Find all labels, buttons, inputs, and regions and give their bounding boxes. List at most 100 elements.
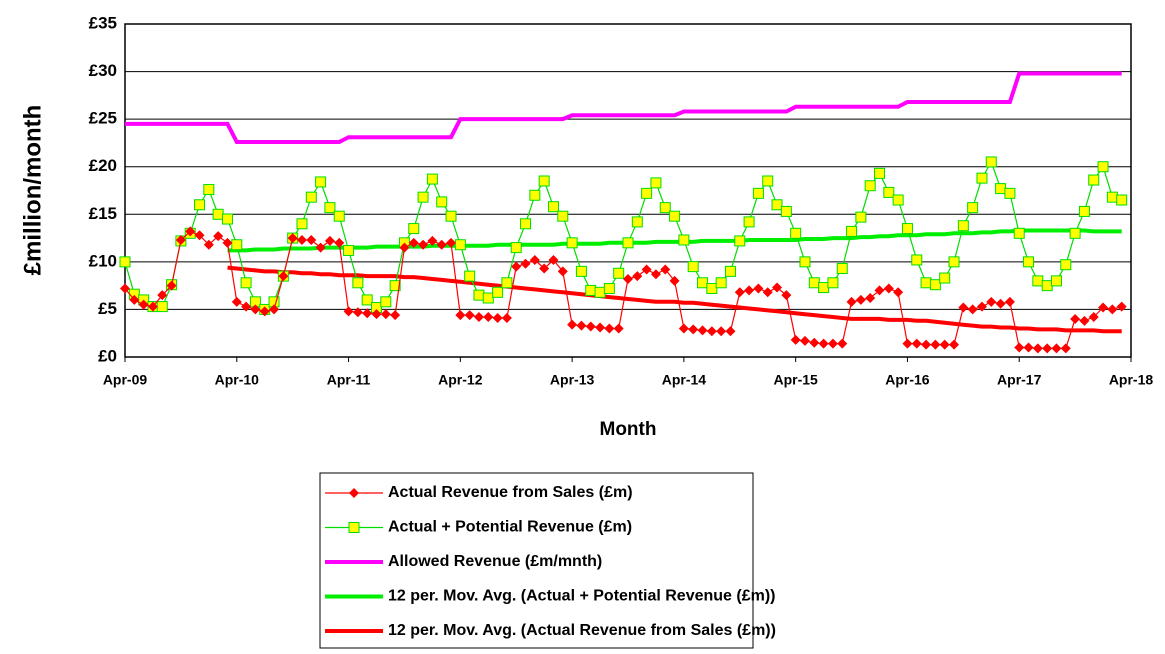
point (455, 310, 466, 321)
x-tick-label: Apr-10 (215, 372, 260, 388)
point (595, 322, 606, 333)
point (464, 270, 476, 282)
point (333, 210, 345, 222)
point (212, 208, 224, 220)
point (157, 290, 168, 301)
point (995, 183, 1007, 195)
point (827, 338, 838, 349)
point (576, 320, 587, 331)
point (120, 283, 130, 294)
point (305, 191, 317, 203)
point (566, 237, 578, 249)
y-tick-label: £0 (98, 346, 117, 365)
point (557, 266, 568, 277)
point (650, 269, 661, 280)
point (706, 282, 718, 294)
point (790, 334, 801, 345)
point (203, 239, 214, 250)
point (1050, 275, 1062, 287)
point (921, 339, 932, 350)
point (221, 213, 233, 225)
point (362, 308, 373, 319)
x-tick-label: Apr-12 (438, 372, 483, 388)
point (119, 256, 131, 268)
point (631, 216, 643, 228)
point (893, 287, 904, 298)
point (771, 199, 783, 211)
point (1004, 296, 1015, 307)
point (426, 173, 438, 185)
y-axis-label: £million/month (19, 105, 46, 276)
point (436, 239, 447, 250)
point (697, 325, 708, 336)
series-line (124, 230, 1122, 349)
point (492, 286, 504, 298)
point (623, 273, 633, 284)
point (510, 242, 522, 254)
point (454, 239, 466, 251)
point (529, 254, 540, 265)
point (575, 265, 587, 277)
point (324, 235, 335, 246)
point (529, 189, 541, 201)
x-tick-label: Apr-17 (997, 372, 1042, 388)
point (194, 230, 205, 241)
point (222, 237, 233, 248)
x-tick-label: Apr-18 (1109, 372, 1154, 388)
point (716, 326, 727, 337)
point (985, 156, 997, 168)
point (855, 294, 866, 305)
plot-border (124, 23, 1132, 358)
point (902, 338, 913, 349)
x-tick-label: Apr-14 (662, 372, 707, 388)
point (678, 323, 689, 334)
point (547, 201, 559, 213)
legend-marker (348, 522, 360, 533)
point (855, 211, 867, 223)
point (1078, 205, 1090, 217)
point (483, 312, 494, 323)
point (1004, 187, 1016, 199)
point (1042, 343, 1053, 354)
point (567, 319, 578, 330)
point (343, 306, 354, 317)
point (585, 321, 596, 332)
point (744, 285, 755, 296)
x-axis-label: Month (600, 419, 657, 440)
x-tick-label: Apr-09 (103, 372, 148, 388)
point (715, 277, 727, 289)
point (1014, 342, 1025, 353)
point (930, 339, 941, 350)
point (818, 282, 830, 294)
legend-label: Allowed Revenue (£m/mnth) (388, 553, 602, 570)
point (147, 301, 158, 312)
point (976, 172, 988, 184)
point (688, 324, 699, 335)
point (939, 339, 950, 350)
point (501, 277, 513, 289)
point (520, 218, 532, 230)
point (511, 261, 522, 272)
point (762, 175, 774, 187)
point (641, 187, 653, 199)
series-line (125, 71, 1122, 144)
point (836, 263, 848, 275)
point (1116, 194, 1128, 206)
point (659, 202, 671, 214)
point (911, 338, 922, 349)
x-tick-label: Apr-13 (550, 372, 595, 388)
point (1013, 227, 1025, 239)
series-line (124, 160, 1122, 311)
point (1088, 174, 1100, 186)
point (240, 277, 252, 289)
point (259, 306, 270, 317)
point (324, 202, 336, 214)
point (799, 335, 810, 346)
point (278, 271, 289, 282)
point (901, 223, 913, 235)
point (380, 296, 392, 308)
point (976, 301, 987, 312)
point (697, 277, 709, 289)
point (1023, 256, 1035, 268)
point (408, 237, 419, 248)
